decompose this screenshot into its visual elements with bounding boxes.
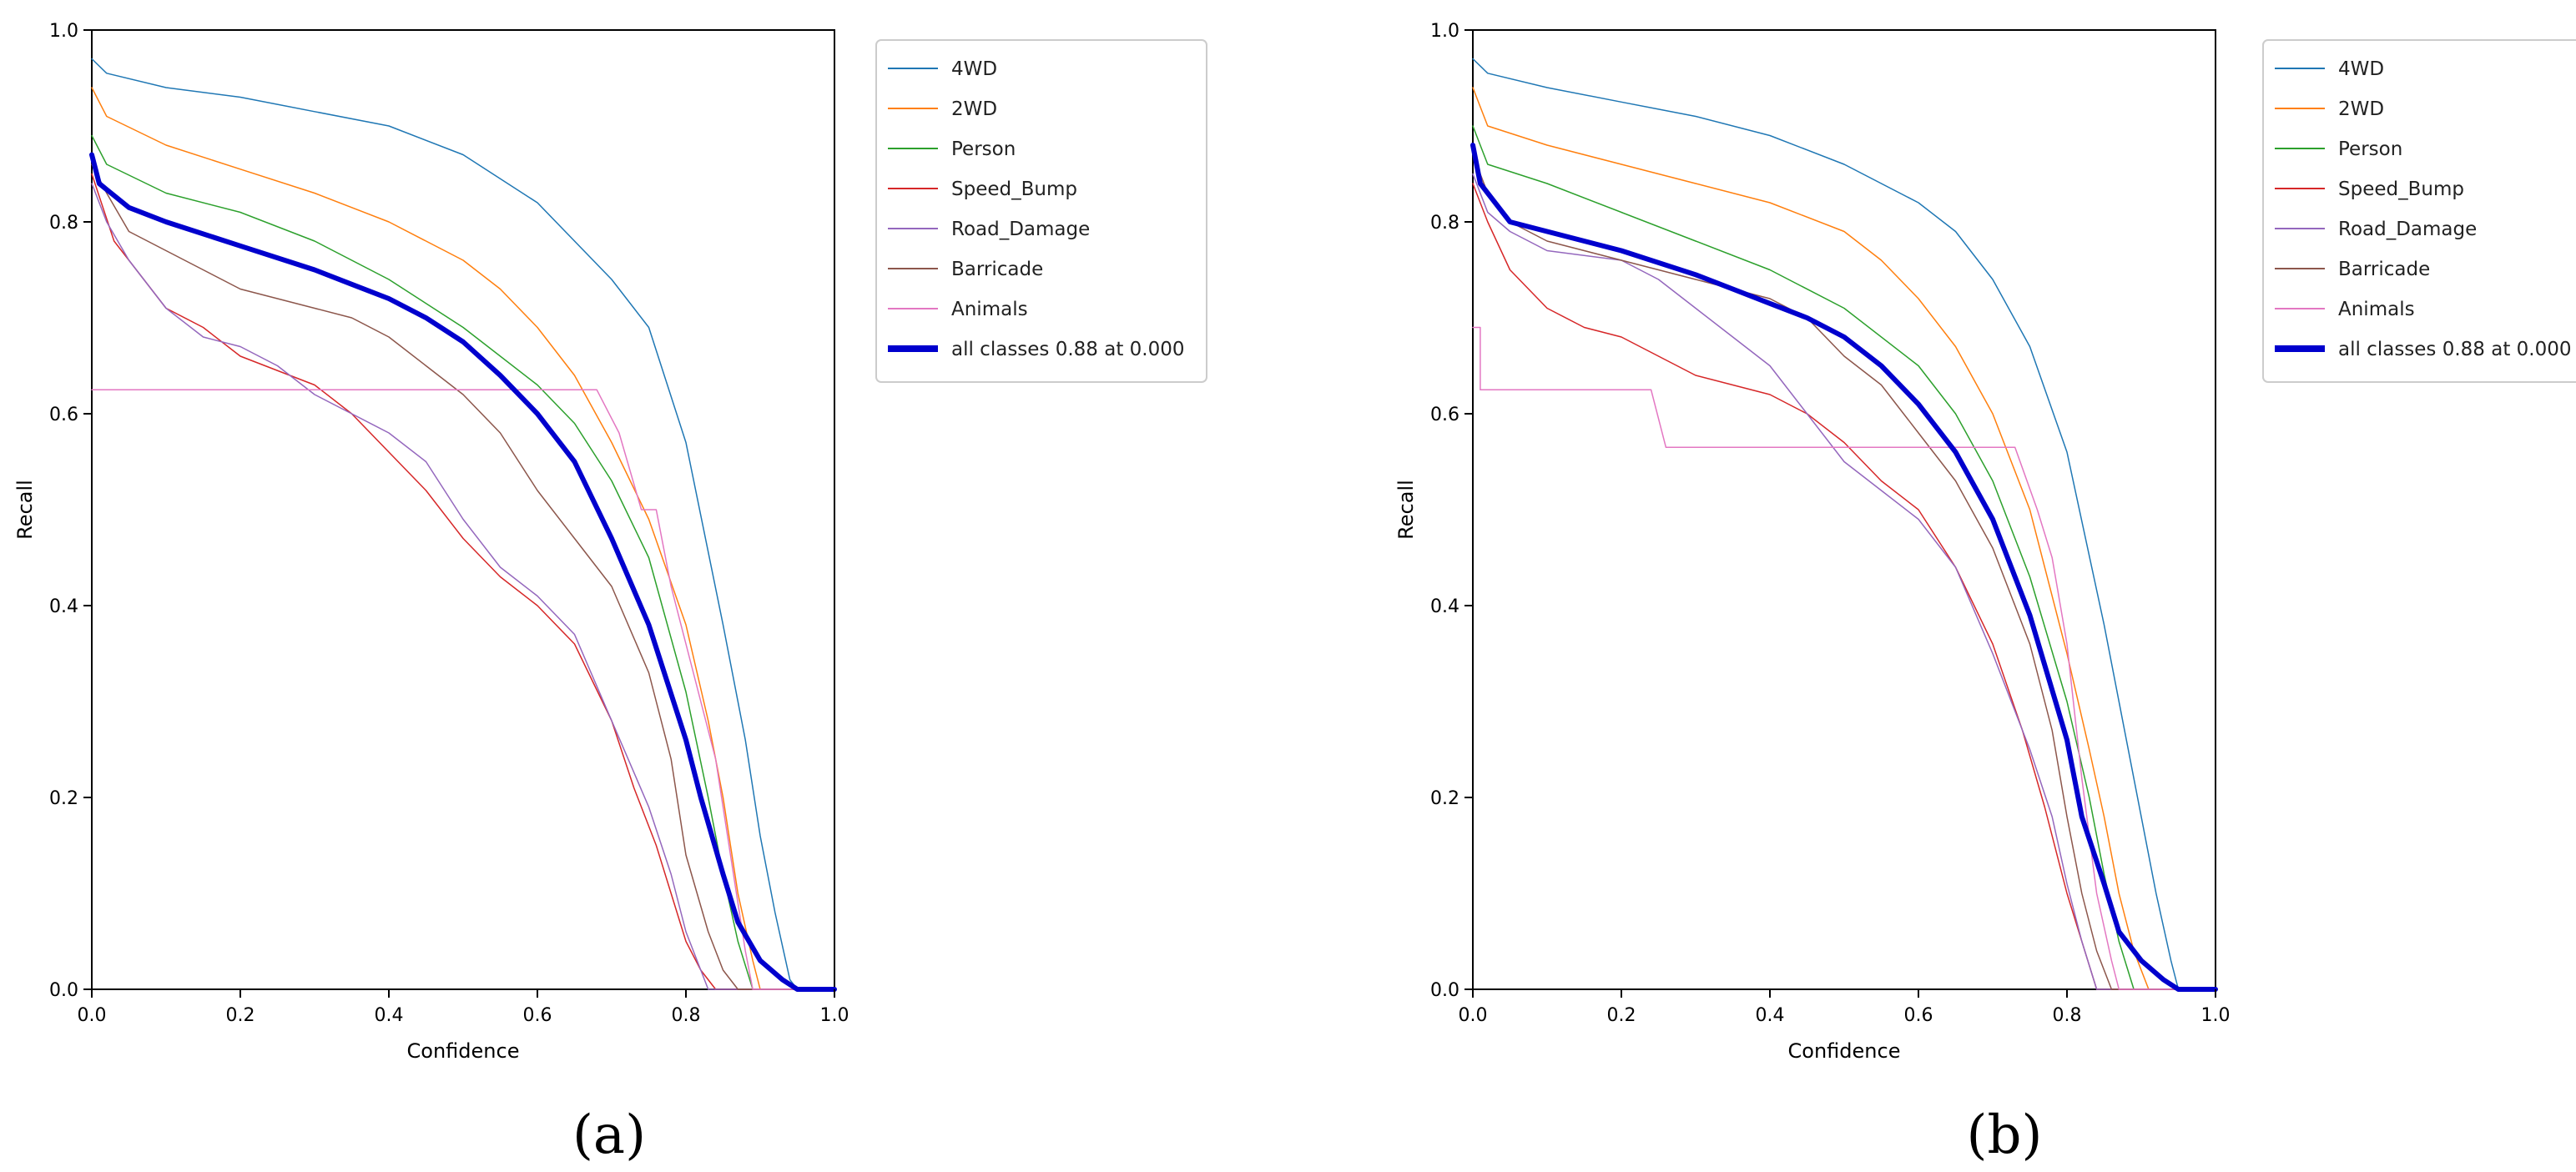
series-line-a-5 <box>91 163 835 990</box>
legend-b: 4WD 2WD Person Speed_Bump Road_Damage Barrica… <box>2262 39 2576 383</box>
series-line-a-6 <box>91 389 835 990</box>
y-tick-label-b-5: 1.0 <box>1430 21 1459 42</box>
legend-label-a-7: all classes 0.88 at 0.000 <box>951 339 1185 360</box>
series-line-b-1 <box>1472 87 2216 990</box>
y-tick-label-a-3: 0.6 <box>49 405 78 425</box>
legend-label-a-3: Speed_Bump <box>951 179 1077 200</box>
x-ticks-b: 0.0 0.2 0.4 0.6 0.8 1.0 <box>1459 989 2231 1026</box>
legend-label-a-0: 4WD <box>951 58 997 80</box>
caption-b: (b) <box>1967 1104 2043 1166</box>
series-line-b-5 <box>1472 153 2216 990</box>
x-tick-label-a-2: 0.4 <box>375 1005 404 1026</box>
series-line-b-7 <box>1470 143 2218 992</box>
x-tick-label-b-4: 0.8 <box>2053 1005 2082 1026</box>
y-tick-label-a-0: 0.0 <box>49 980 78 1001</box>
series-line-b-0 <box>1472 58 2216 990</box>
y-tick-label-a-5: 1.0 <box>49 21 78 42</box>
chart-panel-b: 0.0 0.2 0.4 0.6 0.8 1.0 0.0 0.2 0.4 0.6 0.8 1.0 Co… <box>1394 21 2576 1166</box>
x-tick-label-a-0: 0.0 <box>78 1005 107 1026</box>
legend-label-b-0: 4WD <box>2338 58 2384 80</box>
y-tick-label-b-4: 0.8 <box>1430 213 1459 234</box>
legend-label-b-2: Person <box>2338 138 2402 160</box>
x-tick-label-b-2: 0.4 <box>1756 1005 1785 1026</box>
y-axis-label-a: Recall <box>13 480 37 540</box>
legend-label-a-4: Road_Damage <box>951 219 1090 240</box>
y-tick-label-a-4: 0.8 <box>49 213 78 234</box>
series-group-b <box>1470 58 2218 992</box>
legend-label-a-1: 2WD <box>951 98 997 120</box>
chart-panel-a: 0.0 0.2 0.4 0.6 0.8 1.0 0.0 0.2 0.4 0.6 0.8 1.0 Co… <box>13 21 1207 1166</box>
legend-label-b-1: 2WD <box>2338 98 2384 120</box>
x-tick-label-b-1: 0.2 <box>1607 1005 1636 1026</box>
series-line-a-0 <box>91 58 835 990</box>
series-line-a-1 <box>91 87 835 990</box>
legend-label-b-3: Speed_Bump <box>2338 179 2464 200</box>
y-tick-label-b-3: 0.6 <box>1430 405 1459 425</box>
plot-area-b <box>1472 29 2216 990</box>
plot-area-a <box>91 29 835 990</box>
y-tick-label-b-0: 0.0 <box>1430 980 1459 1001</box>
y-ticks-a: 0.0 0.2 0.4 0.6 0.8 1.0 <box>49 21 92 1001</box>
legend-label-a-5: Barricade <box>951 259 1043 280</box>
caption-a: (a) <box>572 1104 646 1166</box>
y-tick-label-b-1: 0.2 <box>1430 788 1459 809</box>
legend-a: 4WD 2WD Person Speed_Bump Road_Damage Barrica… <box>875 39 1207 383</box>
x-axis-label-b: Confidence <box>1788 1039 1901 1063</box>
legend-label-b-6: Animals <box>2338 299 2415 320</box>
series-line-a-7 <box>89 152 837 992</box>
x-tick-label-a-5: 1.0 <box>820 1005 849 1026</box>
y-ticks-b: 0.0 0.2 0.4 0.6 0.8 1.0 <box>1430 21 1473 1001</box>
y-tick-label-b-2: 0.4 <box>1430 596 1459 617</box>
x-tick-label-b-0: 0.0 <box>1459 1005 1488 1026</box>
series-line-a-4 <box>91 183 835 990</box>
series-group-a <box>89 58 837 992</box>
y-tick-label-a-2: 0.4 <box>49 596 78 617</box>
series-line-b-6 <box>1472 326 2216 990</box>
x-tick-label-a-1: 0.2 <box>226 1005 255 1026</box>
legend-frame-b <box>2262 39 2576 383</box>
legend-label-b-7: all classes 0.88 at 0.000 <box>2338 339 2572 360</box>
x-tick-label-a-4: 0.8 <box>672 1005 701 1026</box>
legend-label-b-5: Barricade <box>2338 259 2430 280</box>
series-line-b-4 <box>1472 173 2216 990</box>
x-tick-label-b-5: 1.0 <box>2201 1005 2231 1026</box>
x-ticks-a: 0.0 0.2 0.4 0.6 0.8 1.0 <box>78 989 849 1026</box>
series-line-b-3 <box>1472 183 2216 990</box>
x-tick-label-b-3: 0.6 <box>1904 1005 1933 1026</box>
series-line-a-3 <box>91 173 835 990</box>
x-tick-label-a-3: 0.6 <box>523 1005 552 1026</box>
legend-label-a-2: Person <box>951 138 1016 160</box>
y-tick-label-a-1: 0.2 <box>49 788 78 809</box>
legend-label-a-6: Animals <box>951 299 1028 320</box>
y-axis-label-b: Recall <box>1394 480 1418 540</box>
legend-frame-a <box>875 39 1207 383</box>
x-axis-label-a: Confidence <box>407 1039 520 1063</box>
legend-label-b-4: Road_Damage <box>2338 219 2477 240</box>
